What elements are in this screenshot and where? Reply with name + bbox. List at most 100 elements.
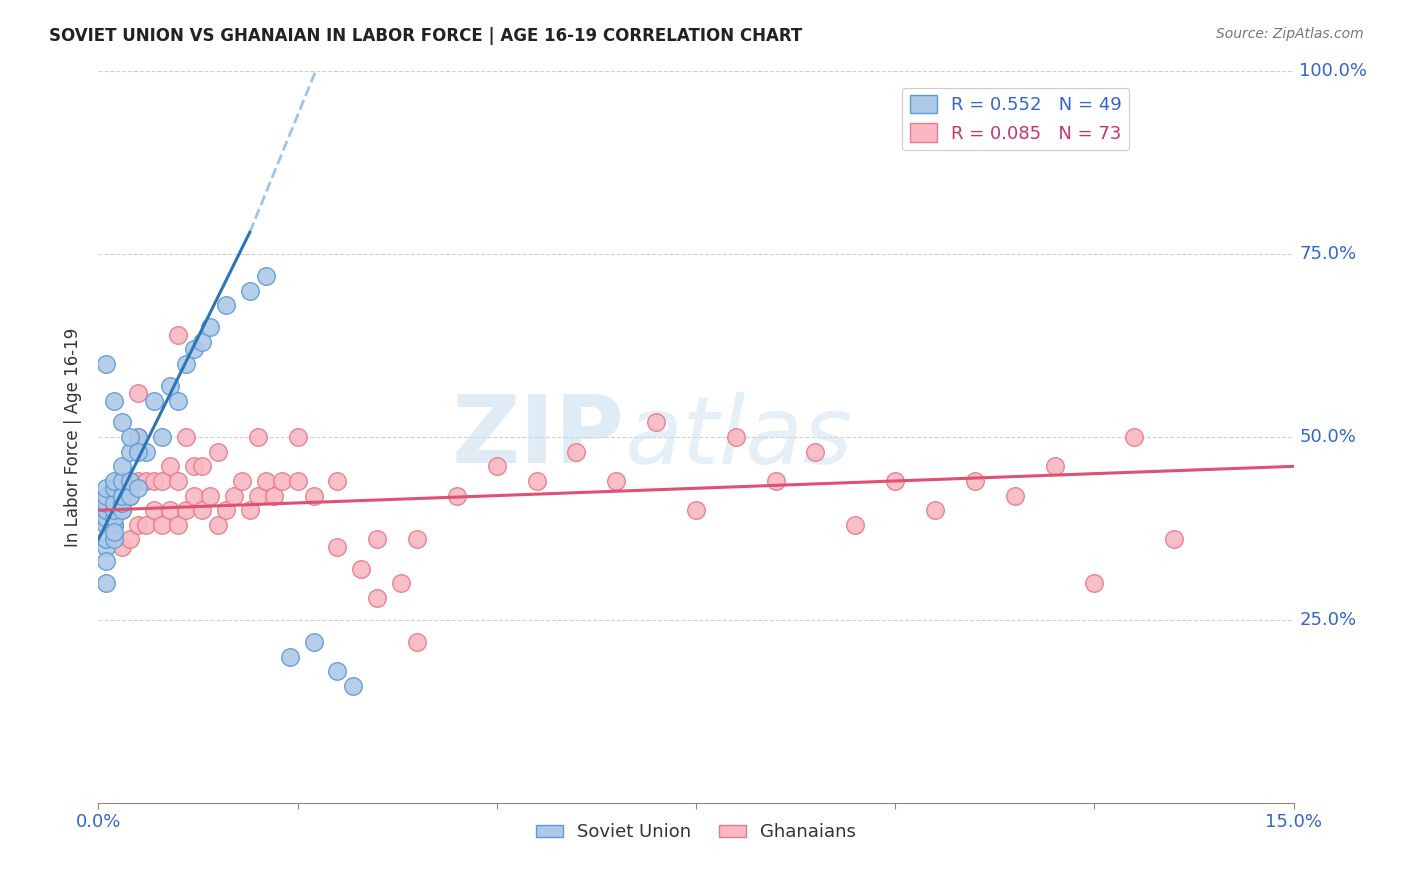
Point — [96, 496, 118, 510]
Point — [159, 503, 181, 517]
Point — [127, 386, 149, 401]
Point — [485, 459, 508, 474]
Y-axis label: In Labor Force | Age 16-19: In Labor Force | Age 16-19 — [65, 327, 83, 547]
Point — [103, 481, 125, 495]
Point — [326, 474, 349, 488]
Point — [127, 517, 149, 532]
Point — [239, 284, 262, 298]
Point — [183, 489, 205, 503]
Point — [103, 517, 125, 532]
Point — [389, 576, 412, 591]
Point — [159, 379, 181, 393]
Point — [103, 533, 125, 547]
Point — [844, 517, 866, 532]
Point — [167, 517, 190, 532]
Text: atlas: atlas — [624, 392, 852, 483]
Point — [246, 489, 269, 503]
Point — [231, 474, 253, 488]
Point — [174, 357, 197, 371]
Point — [526, 474, 548, 488]
Point — [366, 591, 388, 605]
Point — [111, 540, 134, 554]
Point — [207, 517, 229, 532]
Legend: Soviet Union, Ghanaians: Soviet Union, Ghanaians — [529, 816, 863, 848]
Point — [127, 430, 149, 444]
Point — [765, 474, 787, 488]
Point — [96, 576, 118, 591]
Point — [96, 357, 118, 371]
Point — [111, 496, 134, 510]
Point — [963, 474, 986, 488]
Point — [1043, 459, 1066, 474]
Point — [366, 533, 388, 547]
Point — [143, 503, 166, 517]
Point — [215, 298, 238, 312]
Point — [120, 444, 142, 458]
Point — [1163, 533, 1185, 547]
Point — [111, 459, 134, 474]
Point — [96, 503, 118, 517]
Point — [278, 649, 301, 664]
Point — [135, 444, 157, 458]
Point — [350, 562, 373, 576]
Point — [111, 489, 134, 503]
Point — [120, 533, 142, 547]
Point — [103, 393, 125, 408]
Point — [103, 481, 125, 495]
Point — [127, 481, 149, 495]
Point — [198, 489, 221, 503]
Point — [111, 416, 134, 430]
Point — [143, 393, 166, 408]
Point — [96, 481, 118, 495]
Point — [96, 489, 118, 503]
Point — [1004, 489, 1026, 503]
Point — [103, 503, 125, 517]
Point — [103, 525, 125, 540]
Point — [120, 489, 142, 503]
Point — [183, 343, 205, 357]
Point — [135, 474, 157, 488]
Point — [287, 430, 309, 444]
Point — [263, 489, 285, 503]
Point — [103, 496, 125, 510]
Point — [406, 635, 429, 649]
Point — [111, 503, 134, 517]
Point — [270, 474, 292, 488]
Text: 75.0%: 75.0% — [1299, 245, 1357, 263]
Point — [96, 510, 118, 524]
Point — [96, 503, 118, 517]
Point — [103, 474, 125, 488]
Point — [174, 430, 197, 444]
Point — [1123, 430, 1146, 444]
Point — [143, 474, 166, 488]
Point — [150, 474, 173, 488]
Text: ZIP: ZIP — [451, 391, 624, 483]
Point — [150, 517, 173, 532]
Point — [326, 664, 349, 678]
Point — [191, 503, 214, 517]
Point — [215, 503, 238, 517]
Point — [183, 459, 205, 474]
Text: Source: ZipAtlas.com: Source: ZipAtlas.com — [1216, 27, 1364, 41]
Point — [127, 430, 149, 444]
Point — [254, 269, 277, 284]
Point — [96, 517, 118, 532]
Point — [103, 517, 125, 532]
Point — [207, 444, 229, 458]
Point — [287, 474, 309, 488]
Point — [96, 533, 118, 547]
Point — [96, 540, 118, 554]
Point — [222, 489, 245, 503]
Point — [191, 334, 214, 349]
Point — [120, 474, 142, 488]
Point — [111, 503, 134, 517]
Point — [198, 320, 221, 334]
Point — [150, 430, 173, 444]
Point — [804, 444, 827, 458]
Point — [135, 517, 157, 532]
Text: 25.0%: 25.0% — [1299, 611, 1357, 629]
Point — [342, 679, 364, 693]
Point — [239, 503, 262, 517]
Point — [685, 503, 707, 517]
Point — [565, 444, 588, 458]
